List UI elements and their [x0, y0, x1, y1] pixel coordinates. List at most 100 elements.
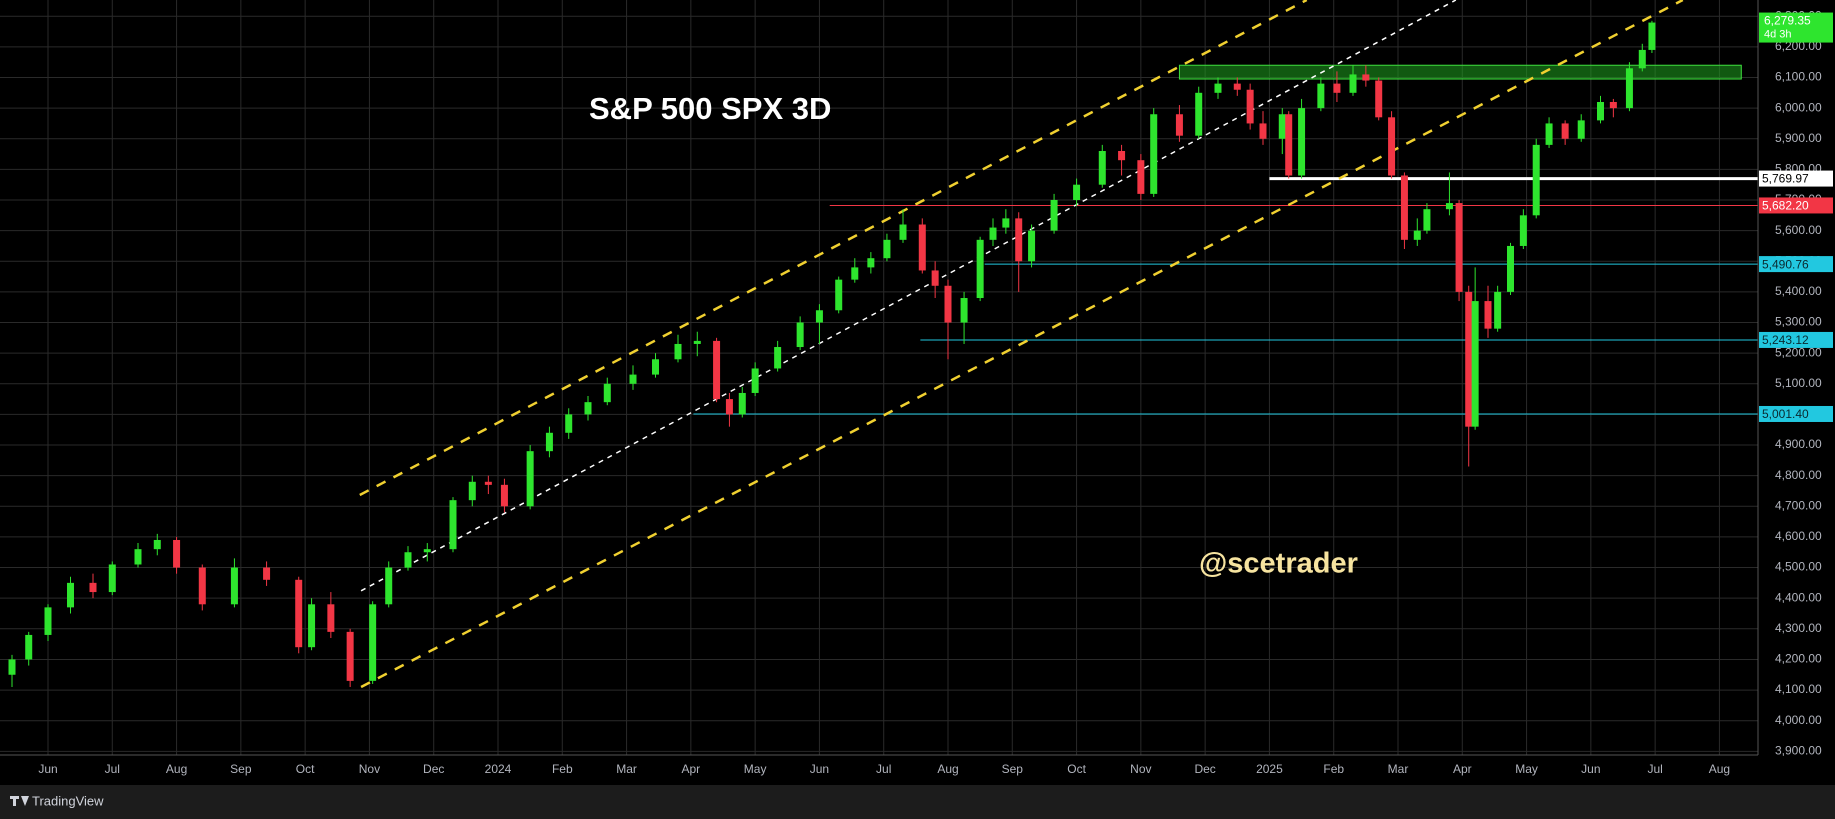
candle-body: [1050, 200, 1058, 231]
candle-body: [1015, 218, 1023, 262]
level-label: 5,243.12: [1762, 333, 1809, 347]
x-tick-label: Dec: [423, 762, 444, 776]
axes: 3,900.00 4,000.00 4,100.00 4,200.00 4,300.00…: [38, 8, 1833, 776]
candle-body: [713, 340, 721, 400]
candle-body: [835, 279, 843, 311]
level-label: 5,769.97: [1762, 172, 1809, 186]
candle-body: [603, 383, 611, 403]
x-tick-label: Mar: [1388, 762, 1409, 776]
candle-body: [1362, 74, 1370, 81]
last-price-label: 6,279.35: [1764, 14, 1811, 28]
candle-body: [327, 604, 335, 632]
candle-body: [1349, 74, 1357, 93]
y-tick-label: 5,900.00: [1775, 131, 1822, 145]
candle-body: [989, 227, 997, 240]
candle-body: [1400, 175, 1408, 240]
x-tick-label: Oct: [296, 762, 315, 776]
brand: TradingView: [32, 793, 104, 808]
candle-body: [1455, 203, 1463, 292]
x-tick-label: Nov: [1130, 762, 1151, 776]
x-tick-label: Apr: [1453, 762, 1472, 776]
candle-body: [134, 549, 142, 565]
candle-body: [1445, 203, 1453, 210]
x-tick-label: Jul: [1647, 762, 1662, 776]
x-tick-label: Aug: [166, 762, 187, 776]
candle-body: [1285, 114, 1293, 176]
candle-body: [944, 285, 952, 323]
candle-body: [899, 224, 907, 240]
candle-body: [1413, 230, 1421, 240]
candle-body: [198, 567, 206, 605]
candle-body: [449, 500, 457, 550]
x-tick-label: 2024: [485, 762, 512, 776]
candle-body: [108, 564, 116, 593]
candle-body: [1638, 49, 1646, 69]
x-tick-label: Jun: [1581, 762, 1600, 776]
y-tick-label: 4,400.00: [1775, 590, 1822, 604]
candle-body: [774, 347, 782, 369]
candle-body: [931, 270, 939, 286]
level-label-box: [1759, 170, 1833, 187]
candle-body: [725, 399, 733, 415]
candle-body: [584, 402, 592, 415]
candle-body: [867, 258, 875, 268]
candle-body: [751, 368, 759, 393]
candle-body: [851, 267, 859, 280]
candle-body: [308, 604, 316, 648]
x-tick-label: Jul: [876, 762, 891, 776]
level-label: 5,490.76: [1762, 257, 1809, 271]
trendline: [360, 0, 1457, 592]
candle-body: [500, 484, 508, 507]
candle-body: [44, 607, 52, 635]
y-tick-label: 4,600.00: [1775, 529, 1822, 543]
candle-body: [484, 481, 492, 485]
candle-body: [1137, 160, 1145, 194]
candle-body: [25, 634, 33, 660]
level-label: 5,682.20: [1762, 199, 1809, 213]
candle-body: [1259, 123, 1267, 139]
candle-body: [629, 374, 637, 384]
x-tick-label: Sep: [230, 762, 252, 776]
candle-body: [1388, 117, 1396, 176]
candle-body: [1233, 83, 1241, 90]
x-tick-label: Jun: [38, 762, 57, 776]
candle-body: [565, 414, 573, 433]
candle-body: [153, 539, 161, 550]
candle-body: [918, 224, 926, 271]
candle-body: [8, 659, 16, 675]
y-tick-label: 5,300.00: [1775, 315, 1822, 329]
x-tick-label: Nov: [359, 762, 380, 776]
level-label-box: [1759, 256, 1833, 273]
candle-body: [1298, 108, 1306, 176]
candle-body: [263, 567, 271, 580]
candle-body: [652, 359, 659, 375]
x-tick-label: Sep: [1002, 762, 1024, 776]
candle-body: [1423, 209, 1431, 231]
y-tick-label: 4,700.00: [1775, 498, 1822, 512]
x-tick-label: 2025: [1256, 762, 1283, 776]
candle-body: [1494, 291, 1502, 329]
candle-body: [1118, 151, 1126, 161]
x-tick-label: Mar: [616, 762, 637, 776]
candle-body: [1028, 230, 1036, 262]
footer-bar: [0, 785, 1835, 819]
x-tick-label: Apr: [682, 762, 701, 776]
candle-body: [468, 481, 476, 501]
candle-body: [89, 582, 97, 593]
trendline: [359, 0, 1308, 497]
candle-body: [693, 340, 701, 344]
countdown: 4d 3h: [1764, 28, 1792, 40]
candle-body: [67, 582, 74, 608]
candle-body: [1532, 144, 1540, 216]
candle-body: [1561, 123, 1569, 139]
candle-body: [230, 567, 238, 605]
y-tick-label: 5,600.00: [1775, 223, 1822, 237]
y-tick-label: 4,900.00: [1775, 437, 1822, 451]
y-tick-label: 4,800.00: [1775, 468, 1822, 482]
x-tick-label: Feb: [552, 762, 573, 776]
last-price-box: [1759, 12, 1833, 43]
candle-body: [976, 239, 984, 299]
candle-body: [960, 298, 968, 323]
